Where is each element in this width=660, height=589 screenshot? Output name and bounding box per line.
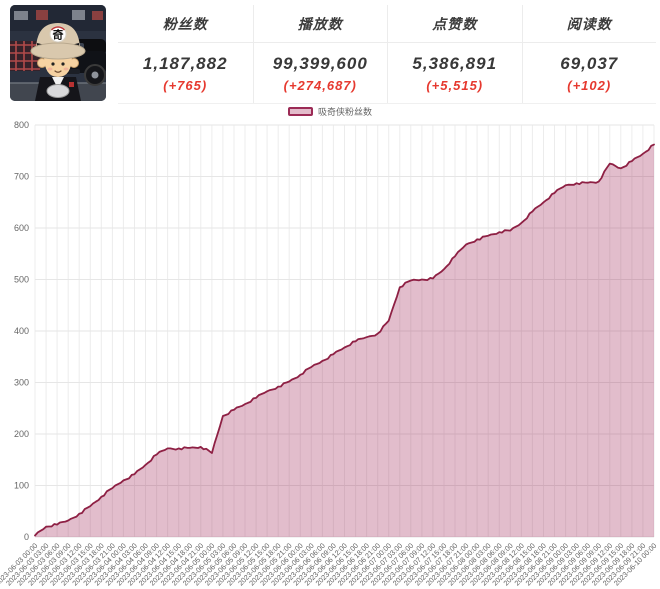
legend-swatch[interactable] xyxy=(287,106,313,116)
y-tick-label: 400 xyxy=(14,326,29,336)
character-illustration: 奇 xyxy=(30,23,86,101)
stat-delta: (+765) xyxy=(163,77,208,93)
stat-delta: (+5,515) xyxy=(426,77,484,93)
y-tick-label: 100 xyxy=(14,481,29,491)
y-tick-label: 500 xyxy=(14,275,29,285)
stat-delta: (+274,687) xyxy=(283,77,357,93)
series-area xyxy=(35,144,654,537)
avatar: 奇 xyxy=(10,5,106,101)
series-line xyxy=(34,143,655,537)
fans-area-chart[interactable]: 0 100 200 300 400 500 600 700 800 2023-06-03 00:0… xyxy=(0,118,660,589)
y-tick-label: 800 xyxy=(14,120,29,130)
y-tick-label: 600 xyxy=(14,223,29,233)
stat-value: 99,399,600 xyxy=(272,53,368,73)
y-gridlines: 0 100 200 300 400 500 600 700 800 xyxy=(14,120,654,542)
stat-value: 69,037 xyxy=(560,53,619,73)
stat-card-fans: 粉丝数 1,187,882 (+765) xyxy=(118,5,253,103)
stat-label: 粉丝数 xyxy=(162,15,208,32)
y-tick-label: 200 xyxy=(14,429,29,439)
stat-label: 阅读数 xyxy=(566,15,612,32)
stat-card-plays: 播放数 99,399,600 (+274,687) xyxy=(252,5,387,103)
y-tick-label: 700 xyxy=(14,172,29,182)
stat-value: 1,187,882 xyxy=(142,53,228,73)
y-tick-label: 0 xyxy=(24,532,29,542)
stat-label: 播放数 xyxy=(297,15,343,32)
legend-label[interactable]: 吸奇侠粉丝数 xyxy=(317,106,372,117)
stats-panel: 粉丝数 1,187,882 (+765) 播放数 99,399,600 (+27… xyxy=(118,5,656,104)
stat-delta: (+102) xyxy=(567,77,612,93)
chart-legend[interactable]: 吸奇侠粉丝数 xyxy=(0,104,660,118)
stat-card-likes: 点赞数 5,386,891 (+5,515) xyxy=(387,5,522,103)
stat-label: 点赞数 xyxy=(432,15,478,32)
stat-card-reads: 阅读数 69,037 (+102) xyxy=(521,5,656,103)
hat-character: 奇 xyxy=(53,28,64,42)
avatar-illustration: 奇 xyxy=(10,5,106,101)
header: 奇 粉丝数 1,187,882 (+765) 播放数 99,399,600 (+… xyxy=(0,0,660,104)
stat-value: 5,386,891 xyxy=(412,53,498,73)
y-tick-label: 300 xyxy=(14,378,29,388)
